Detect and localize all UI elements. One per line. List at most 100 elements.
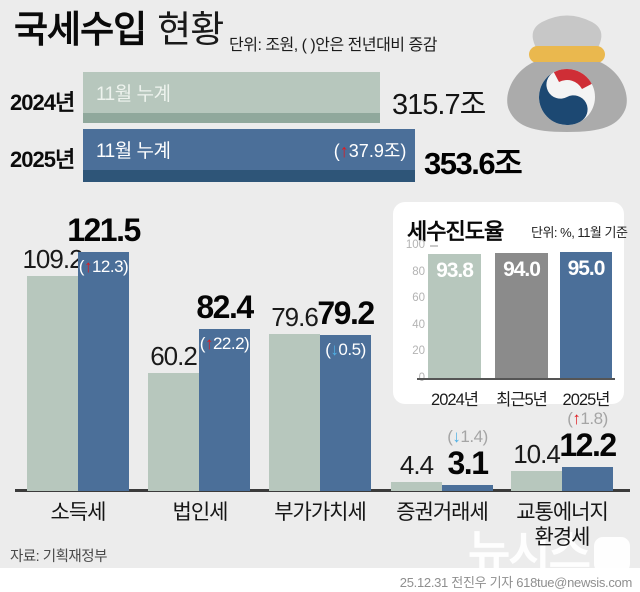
paren-close: ): [602, 409, 609, 428]
newsis-watermark-text: 뉴시스: [468, 526, 591, 578]
inset-bar-value: 95.0: [567, 257, 606, 280]
change-value: 1.4: [460, 426, 483, 446]
paren-close: ): [482, 426, 489, 446]
value-label: 79.6: [271, 302, 319, 333]
page-title: 국세수입 현황: [14, 8, 224, 52]
paren-open: (: [325, 340, 331, 360]
y-tick-20: 20: [412, 345, 425, 357]
page-title-light: 현황: [157, 9, 224, 50]
newsis-watermark: 뉴시스: [468, 526, 630, 578]
value-label: 109.2: [22, 244, 83, 275]
inset-x-axis-line: [417, 378, 615, 380]
value-label: 121.5: [67, 212, 141, 248]
paren-open: (: [333, 140, 340, 161]
inset-bar-recent-5yr: 94.0 최근5년: [495, 253, 548, 409]
paren-close: ): [360, 340, 367, 360]
change-badge: (↑12.3): [78, 257, 129, 276]
paren-open: (: [567, 409, 573, 428]
change-badge: (↓1.4): [447, 426, 489, 446]
source-note: 자료: 기획재정부: [10, 549, 107, 565]
bar-vat-2025: 79.2 (↓0.5): [317, 297, 375, 491]
paren-open: (: [78, 257, 85, 276]
inset-bar-label: 2025년: [562, 391, 611, 409]
y-tick-80: 80: [412, 265, 425, 278]
summary-bar-2025: 11월 누계 (↑37.9조): [83, 129, 416, 182]
summary-change-badge: (↑37.9조): [334, 137, 407, 163]
change-badge: (↑22.2): [200, 333, 250, 353]
inset-unit-note: 단위: %, 11월 기준: [531, 225, 628, 240]
newsis-watermark-bubble-icon: [593, 537, 630, 573]
bar-income-tax-2024: 109.2: [22, 246, 84, 491]
unit-note: 단위: 조원, ( )안은 전년대비 증감: [229, 37, 437, 54]
paren-open: (: [447, 426, 453, 446]
summary-bar-2024: 11월 누계: [83, 72, 380, 123]
inset-bar-label: 2024년: [431, 391, 479, 409]
value-label: 82.4: [196, 288, 254, 325]
paren-close: ): [244, 333, 250, 353]
y-tick-0: 0: [397, 372, 425, 385]
value-label: 79.2: [317, 295, 375, 332]
arrow-down-icon: ↓: [452, 426, 461, 446]
paren-close: ): [123, 257, 129, 276]
bar-securities-tax-2025: 3.1 (↓1.4): [442, 428, 493, 491]
summary-bar-2024-label: 11월 누계: [96, 84, 171, 105]
category-label-corporate-tax: 법인세: [172, 501, 229, 524]
category-label-securities-tax: 증권거래세: [396, 501, 489, 524]
y-tick-mark: [430, 244, 438, 247]
paren-close: ): [400, 140, 407, 161]
main-bar-chart: 109.2 121.5 (↑12.3) 60.2 82.4 (↑22.2) 79…: [0, 198, 640, 549]
government-emblem-icon: [539, 69, 595, 125]
change-value: 0.5: [338, 340, 361, 360]
value-label: 10.4: [513, 438, 561, 469]
bag-gold-band: [529, 46, 605, 63]
value-label: 4.4: [399, 450, 434, 481]
value-label: 3.1: [447, 444, 489, 481]
category-label-income-tax: 소득세: [50, 501, 107, 524]
inset-title: 세수진도율: [407, 219, 504, 244]
change-badge: (↓0.5): [325, 340, 367, 360]
arrow-up-icon: ↑: [572, 409, 581, 428]
value-label: 12.2: [559, 427, 617, 463]
change-value: 22.2: [212, 333, 245, 353]
bar-transport-energy-tax-2025: 12.2 (↑1.8): [559, 410, 617, 491]
bar-income-tax-2025: 121.5 (↑12.3): [67, 214, 141, 491]
inset-bar-label: 최근5년: [496, 391, 548, 409]
y-tick-100: 100: [405, 239, 425, 251]
bar-securities-tax-2024: 4.4: [391, 452, 442, 491]
summary-value-2024: 315.7조: [392, 89, 486, 121]
year-label-2025: 2025년: [10, 147, 75, 172]
change-value: 12.3: [91, 257, 124, 276]
bar-vat-2024: 79.6: [269, 304, 320, 491]
category-label-line2: 환경세: [534, 526, 591, 549]
inset-bar-value: 94.0: [503, 258, 541, 282]
page-title-strong: 국세수입: [14, 9, 147, 50]
arrow-down-icon: ↓: [330, 340, 339, 360]
inset-chart-tax-progress-rate: 세수진도율 단위: %, 11월 기준 100 80 60 40 20 0 93…: [393, 202, 628, 409]
bar-corporate-tax-2024: 60.2: [148, 343, 199, 491]
inset-bar-value: 93.8: [436, 258, 474, 282]
change-value: 1.8: [580, 409, 603, 428]
inset-bar-2024: 93.8 2024년: [428, 253, 481, 409]
y-tick-40: 40: [412, 318, 425, 331]
year-label-2024: 2024년: [10, 90, 75, 115]
summary-value-2025: 353.6조: [424, 146, 523, 181]
footer-band: 25.12.31 전진우 기자 618tue@newsis.com: [0, 568, 640, 592]
inset-bar-2025: 95.0 2025년: [560, 252, 612, 409]
byline-credit: 25.12.31 전진우 기자 618tue@newsis.com: [399, 575, 633, 590]
value-label: 60.2: [150, 340, 198, 371]
y-tick-60: 60: [412, 292, 425, 304]
summary-change-value: 37.9조: [348, 140, 401, 161]
arrow-up-icon: ↑: [204, 333, 214, 353]
arrow-up-icon: ↑: [83, 257, 93, 276]
bar-transport-energy-tax-2024: 10.4: [511, 441, 562, 491]
change-badge: (↑1.8): [567, 409, 609, 428]
category-label-line1: 교통에너지: [516, 501, 609, 524]
category-label-vat: 부가가치세: [274, 501, 367, 524]
money-bag-icon: [507, 15, 627, 132]
summary-bar-2025-label: 11월 누계: [96, 141, 171, 162]
bar-corporate-tax-2025: 82.4 (↑22.2): [196, 291, 254, 491]
bag-knot: [532, 15, 602, 53]
category-label-transport-energy-tax: 교통에너지 환경세: [472, 500, 640, 550]
arrow-up-icon: ↑: [339, 140, 349, 161]
